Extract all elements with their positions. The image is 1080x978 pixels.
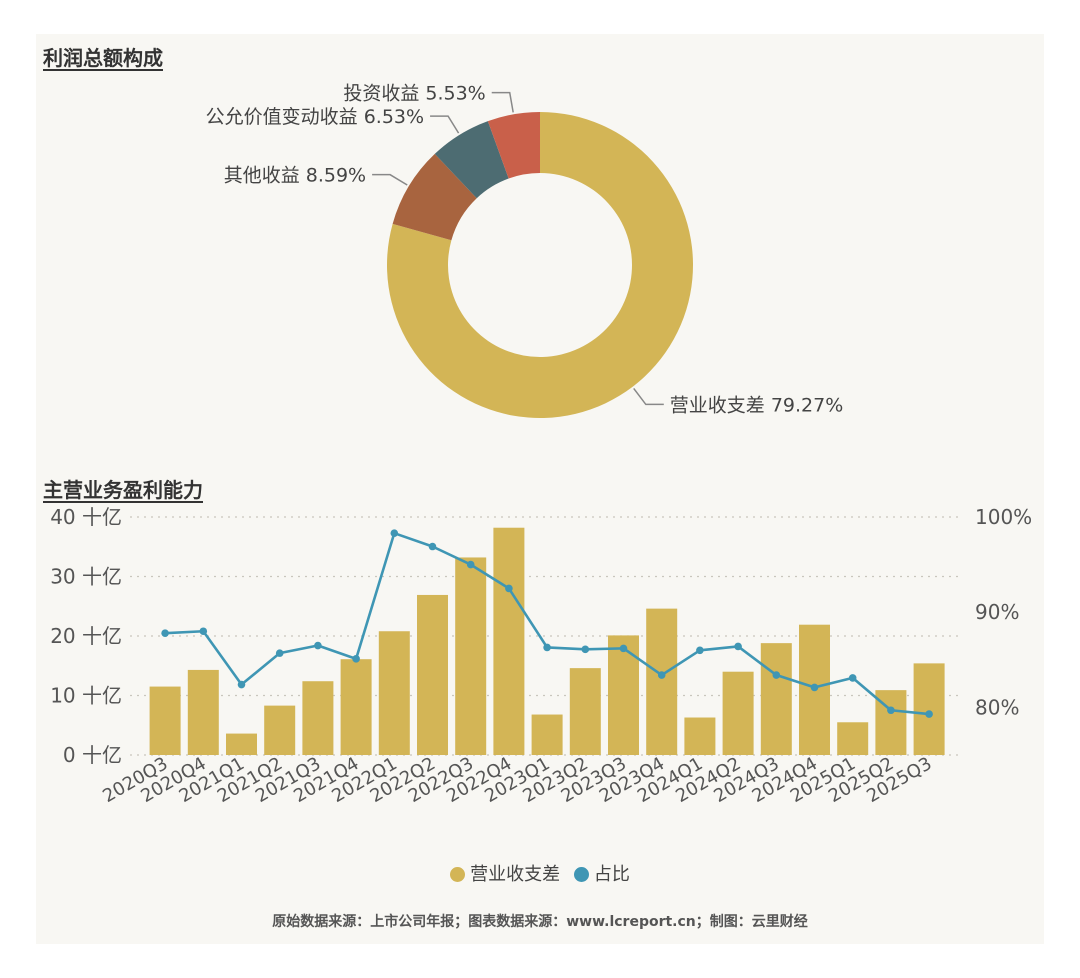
- legend-item-line: 占比: [573, 860, 630, 886]
- line-point: [314, 641, 322, 650]
- line-point: [772, 671, 781, 679]
- bar: [646, 608, 678, 755]
- donut-slice-name: 投资收益: [343, 83, 425, 105]
- donut-chart: 营业收支差 79.27% 其他收益 8.59% 公允价值变动收益 6.53%投资收益…: [206, 83, 844, 418]
- donut-leader-line: [633, 388, 664, 406]
- bar: [531, 714, 563, 755]
- bar: [760, 643, 792, 755]
- chart-panel: [36, 34, 1044, 944]
- bar-chart-title: 主营业务盈利能力: [43, 478, 203, 502]
- bar: [264, 705, 296, 755]
- right-axis-tick-label: 80%: [975, 695, 1019, 719]
- line-point: [887, 706, 895, 715]
- left-axis-tick-label: 20 十亿: [50, 624, 122, 648]
- bar: [187, 669, 219, 755]
- donut-slice: [434, 121, 509, 199]
- donut-slice: [387, 112, 693, 418]
- legend-swatch-line: [573, 867, 589, 882]
- donut-slice: [392, 153, 477, 241]
- donut-slice-name: 其他收益: [224, 165, 306, 187]
- chart-legend: 营业收支差 占比: [0, 860, 1080, 886]
- legend-label-bar: 营业收支差: [470, 864, 561, 885]
- bar: [913, 663, 945, 755]
- line-point: [734, 642, 742, 651]
- bar: [340, 659, 372, 755]
- source-note: 原始数据来源：上市公司年报；图表数据来源：www.lcreport.cn；制图：…: [272, 914, 808, 930]
- line-point: [810, 683, 819, 692]
- line-point: [505, 584, 513, 593]
- donut-leader-line: [430, 115, 460, 134]
- bar: [226, 733, 257, 755]
- line-point: [657, 671, 666, 679]
- line-point: [848, 674, 857, 682]
- bar: [493, 527, 525, 755]
- line-point: [466, 560, 475, 569]
- legend-swatch-bar: [450, 867, 466, 882]
- legend-item-bar: 营业收支差: [450, 860, 560, 886]
- donut-slice-label: 其他收益 8.59%: [224, 165, 366, 187]
- line-point: [390, 529, 399, 537]
- line-point: [237, 680, 246, 689]
- line-point: [161, 629, 169, 637]
- left-axis-tick-label: 0 十亿: [63, 743, 122, 767]
- donut-slice: [487, 112, 540, 179]
- bar: [417, 594, 448, 755]
- left-axis-tick-label: 30 十亿: [50, 565, 122, 589]
- line-point: [352, 655, 360, 663]
- donut-slice-value: 8.59%: [306, 165, 366, 187]
- bar: [149, 686, 181, 755]
- donut-slice-name: 营业收支差: [670, 394, 771, 416]
- donut-chart-title: 利润总额构成: [43, 46, 163, 70]
- donut-leader-line: [491, 91, 514, 113]
- line-point: [619, 644, 628, 653]
- donut-slice-value: 79.27%: [771, 394, 843, 416]
- donut-slice-label: 投资收益 5.53%: [343, 83, 485, 105]
- donut-slice-label: 公允价值变动收益 6.53%: [206, 106, 424, 128]
- line-point: [199, 627, 208, 636]
- left-axis-tick-label: 40 十亿: [50, 505, 122, 529]
- bar: [684, 717, 716, 755]
- line-point: [925, 710, 933, 718]
- line-point: [543, 643, 551, 652]
- left-axis-tick-label: 10 十亿: [50, 684, 122, 708]
- right-axis-tick-label: 100%: [975, 505, 1032, 529]
- bar: [837, 722, 869, 755]
- donut-slice-value: 6.53%: [364, 106, 424, 128]
- bar: [722, 671, 754, 755]
- line-point: [581, 645, 590, 654]
- donut-slice-name: 公允价值变动收益: [206, 106, 364, 128]
- right-axis-tick-label: 90%: [975, 600, 1019, 624]
- donut-slice-value: 5.53%: [425, 83, 485, 105]
- bar: [569, 668, 601, 755]
- line-point: [428, 542, 437, 551]
- bar: [608, 635, 639, 755]
- line-point: [696, 646, 704, 655]
- bar: [302, 681, 334, 755]
- bar: [378, 631, 410, 755]
- bar: [455, 557, 487, 755]
- line-point: [275, 649, 284, 657]
- donut-leader-line: [372, 173, 408, 186]
- legend-label-line: 占比: [593, 864, 630, 885]
- donut-slice-label: 营业收支差 79.27%: [670, 394, 844, 416]
